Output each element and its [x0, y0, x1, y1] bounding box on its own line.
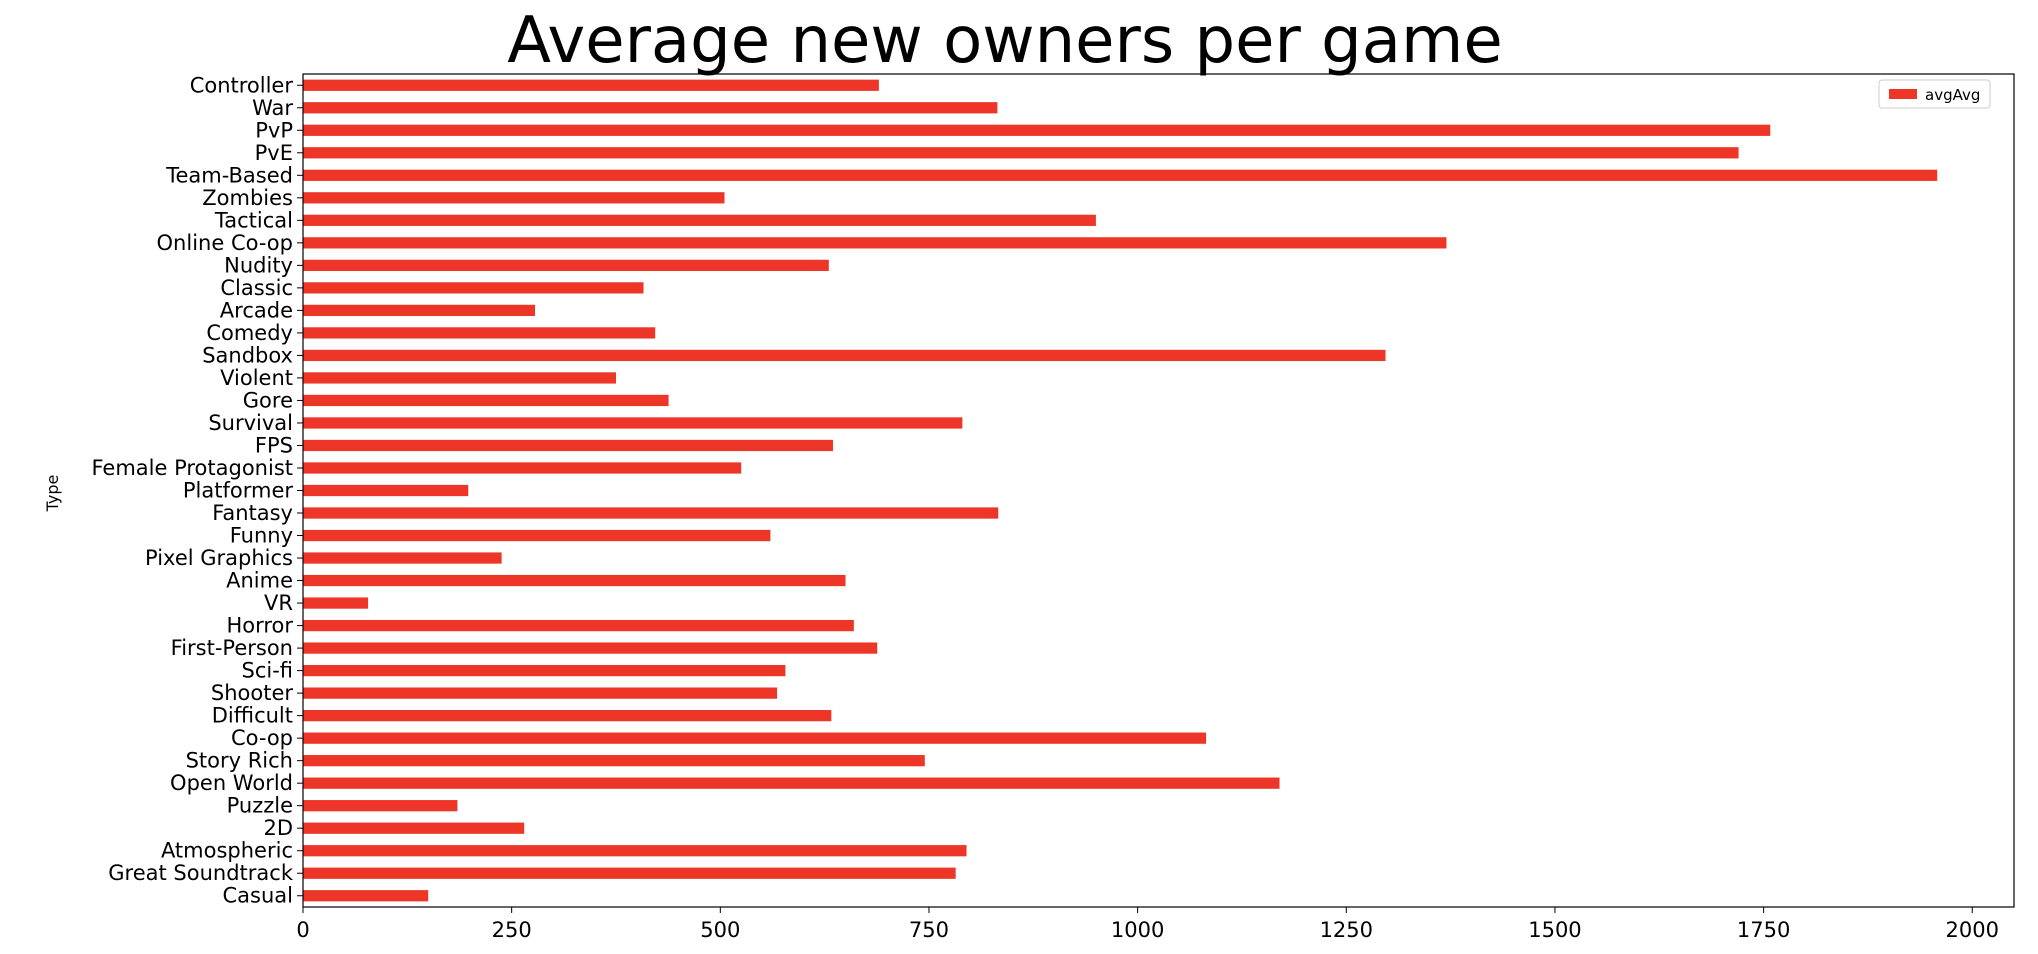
y-tick-label: Female Protagonist: [91, 456, 293, 480]
y-tick-label: Atmospheric: [161, 839, 293, 863]
y-tick-label: VR: [264, 591, 293, 615]
chart-title: Average new owners per game: [507, 4, 1502, 78]
legend-box: [1878, 79, 1991, 109]
bar-pixel-graphics: [303, 552, 502, 564]
bar-gore: [303, 394, 669, 407]
bar-war: [303, 102, 998, 114]
y-tick-label: Great Soundtrack: [108, 861, 294, 885]
y-tick-label: PvP: [255, 118, 293, 142]
y-axis-label: Type: [43, 475, 62, 513]
bar-difficult: [303, 710, 832, 722]
bar-anime: [303, 574, 846, 587]
y-tick-label: Sandbox: [202, 343, 293, 367]
bar-pve: [303, 147, 1739, 159]
bar-vr: [303, 597, 369, 609]
y-tick-label: Classic: [220, 276, 293, 300]
x-tick-labels: 0 250 500 750 1000 1250 1500 1750 2000: [296, 907, 1999, 942]
bar-puzzle: [303, 800, 458, 812]
legend-label: avgAvg: [1925, 86, 1980, 104]
x-tick-label: 1750: [1737, 918, 1790, 942]
bar-pvp: [303, 124, 1771, 136]
x-tick-label: 750: [909, 918, 949, 942]
y-tick-label: War: [252, 96, 293, 120]
bar-sci-fi: [303, 664, 786, 677]
bars-group: [303, 79, 1938, 902]
y-tick-label: Sci-fi: [241, 659, 293, 683]
bar-classic: [303, 282, 644, 294]
bar-fantasy: [303, 507, 999, 519]
x-tick-label: 0: [296, 918, 309, 942]
y-tick-label: Comedy: [206, 321, 293, 345]
y-tick-label: Funny: [230, 524, 293, 548]
y-tick-label: Story Rich: [186, 749, 293, 773]
plot-frame: [302, 73, 2015, 908]
y-tick-label: Co-op: [231, 726, 293, 750]
y-tick-label: Horror: [226, 614, 293, 638]
y-tick-label: Arcade: [220, 298, 293, 322]
bar-platformer: [303, 484, 469, 497]
bar-casual: [303, 890, 429, 902]
x-tick-label: 1000: [1111, 918, 1164, 942]
bar-violent: [303, 372, 616, 384]
y-tick-label: Fantasy: [212, 501, 293, 525]
y-tick-label: Nudity: [224, 253, 293, 277]
bar-shooter: [303, 687, 778, 699]
y-tick-label: Violent: [220, 366, 293, 390]
x-tick-label: 250: [492, 918, 532, 942]
bar-fps: [303, 439, 833, 452]
x-tick-label: 500: [700, 918, 740, 942]
bar-controller: [303, 79, 879, 91]
bar-nudity: [303, 259, 829, 271]
bar-great-soundtrack: [303, 867, 956, 879]
y-tick-label: Tactical: [214, 208, 293, 232]
bar-co-op: [303, 732, 1207, 744]
legend-swatch: [1889, 89, 1917, 99]
y-tick-label: Zombies: [202, 186, 293, 210]
bar-survival: [303, 417, 963, 429]
bar-atmospheric: [303, 845, 967, 857]
y-tick-label: Casual: [223, 884, 294, 908]
bar-first-person: [303, 642, 878, 654]
y-tick-label: Puzzle: [227, 794, 293, 818]
bar-tactical: [303, 214, 1096, 226]
y-tick-label: Anime: [226, 569, 293, 593]
y-tick-label: Shooter: [211, 681, 293, 705]
x-tick-label: 1500: [1528, 918, 1581, 942]
y-tick-label: Online Co-op: [157, 231, 293, 255]
bar-horror: [303, 619, 854, 632]
bar-open-world: [303, 777, 1280, 789]
y-tick-label: Gore: [243, 388, 293, 412]
bar-2d: [303, 822, 525, 834]
y-tick-label: Open World: [170, 771, 293, 795]
legend: avgAvg: [1878, 79, 1991, 109]
y-tick-label: PvE: [255, 141, 293, 165]
y-tick-label: Pixel Graphics: [145, 546, 293, 570]
y-tick-label: Team-Based: [165, 163, 293, 187]
bar-sandbox: [303, 349, 1386, 362]
y-tick-label: FPS: [255, 433, 293, 457]
bar-story-rich: [303, 755, 925, 767]
y-tick-label: Survival: [208, 411, 293, 435]
bar-arcade: [303, 304, 536, 317]
y-tick-label: Controller: [190, 73, 294, 97]
bar-comedy: [303, 327, 656, 339]
x-tick-label: 1250: [1320, 918, 1373, 942]
bar-funny: [303, 529, 771, 542]
bar-team-based: [303, 169, 1938, 181]
bar-female-protagonist: [303, 462, 742, 474]
y-tick-label: Difficult: [212, 704, 293, 728]
y-tick-label: 2D: [263, 816, 293, 840]
x-tick-label: 2000: [1946, 918, 1999, 942]
bar-zombies: [303, 192, 725, 204]
y-tick-label: First-Person: [171, 636, 293, 660]
y-tick-label: Platformer: [183, 479, 293, 503]
bar-online-co-op: [303, 237, 1447, 249]
